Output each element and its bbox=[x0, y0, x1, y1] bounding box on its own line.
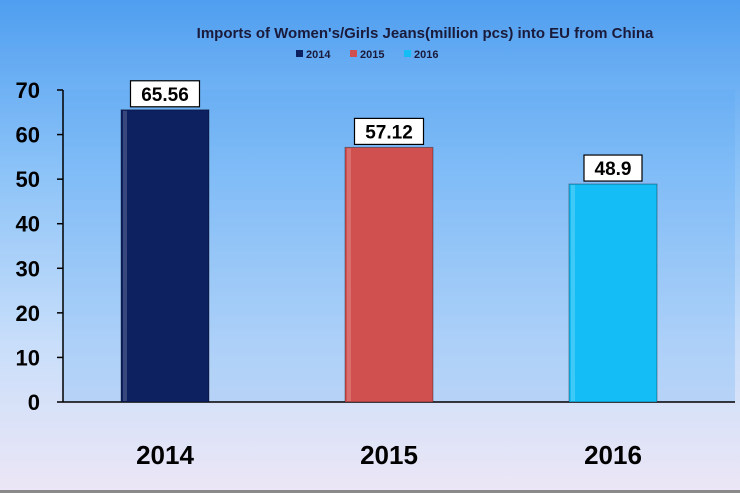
bar bbox=[120, 109, 210, 403]
data-label-box bbox=[129, 80, 201, 108]
y-tick-label: 40 bbox=[16, 212, 40, 237]
bar bbox=[344, 146, 434, 403]
x-tick-label: 2014 bbox=[136, 440, 194, 470]
legend-swatch bbox=[296, 50, 303, 57]
y-ticks: 0 10 20 30 40 50 60 70 bbox=[16, 78, 63, 415]
y-tick-label: 50 bbox=[16, 167, 40, 192]
y-tick-label: 0 bbox=[28, 390, 40, 415]
data-label-box bbox=[353, 117, 425, 146]
y-tick-label: 30 bbox=[16, 256, 40, 281]
legend-label: 2016 bbox=[414, 49, 438, 61]
y-tick-label: 70 bbox=[16, 78, 40, 103]
legend-swatch bbox=[350, 50, 357, 57]
data-label: 48.9 bbox=[595, 159, 632, 180]
x-tick-label: 2015 bbox=[360, 440, 418, 470]
chart-title: Imports of Women's/Girls Jeans(million p… bbox=[197, 25, 654, 42]
legend-label: 2014 bbox=[306, 49, 331, 61]
bars: 65.56 57.12 48.9 bbox=[120, 80, 658, 403]
data-label-box bbox=[583, 154, 643, 182]
x-tick-label: 2016 bbox=[584, 440, 642, 470]
bar-highlight bbox=[123, 110, 127, 402]
data-label: 65.56 bbox=[141, 85, 189, 106]
bar-highlight bbox=[347, 148, 351, 401]
legend-label: 2015 bbox=[360, 49, 384, 61]
y-tick-label: 10 bbox=[16, 345, 40, 370]
bar-highlight bbox=[571, 185, 575, 401]
y-tick-label: 60 bbox=[16, 123, 40, 148]
legend: 2014 2015 2016 bbox=[296, 49, 438, 61]
data-label: 57.12 bbox=[365, 122, 413, 143]
legend-swatch bbox=[404, 50, 411, 57]
x-ticks: 2014 2015 2016 bbox=[136, 440, 642, 470]
bar bbox=[568, 183, 658, 403]
y-tick-label: 20 bbox=[16, 301, 40, 326]
